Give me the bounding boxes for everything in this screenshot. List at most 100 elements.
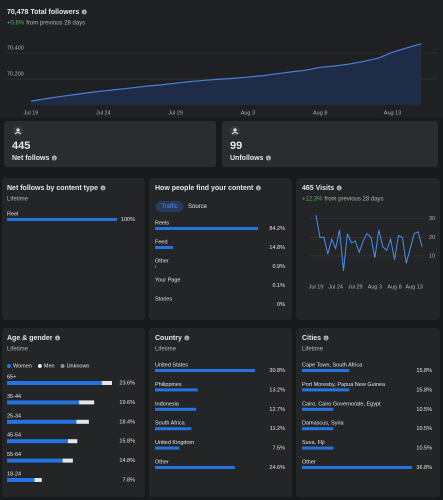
x-tick-label: Aug 8 [313, 110, 327, 116]
tab-active [155, 201, 184, 212]
category-label: Reels [155, 220, 169, 226]
category-label: Other [155, 258, 169, 264]
value-label: 0.1% [272, 283, 285, 289]
card [296, 178, 440, 320]
value-label: 19.6% [119, 400, 135, 406]
net-follows-card [4, 121, 216, 167]
legend-dot [37, 364, 42, 368]
value-label: 10.5% [416, 407, 432, 413]
value-label: 7.5% [272, 446, 285, 452]
category-label: United States [155, 362, 188, 368]
category-label: 35-44 [7, 394, 21, 400]
bar [7, 218, 117, 221]
tab[interactable]: Traffic [161, 204, 177, 210]
bar [302, 388, 350, 392]
card [2, 328, 145, 497]
y-tick-label: 70,200 [7, 71, 24, 77]
value-label: 12.7% [269, 407, 285, 413]
bar [155, 369, 255, 372]
category-label: 25-34 [7, 413, 21, 419]
value-label: 15.8% [119, 439, 135, 445]
value-label: 15.8% [416, 387, 432, 393]
category-label: Other [155, 459, 169, 465]
value-label: 11.2% [270, 426, 285, 432]
bar [302, 466, 412, 469]
value-label: 10.5% [416, 446, 432, 452]
category-label: 65+ [7, 374, 16, 380]
bar [155, 246, 174, 249]
chart-title: 70,478 Total followers [7, 9, 79, 16]
category-label: United Kingdom [155, 440, 195, 446]
y-tick-label: 20 [429, 235, 435, 241]
subtitle: Lifetime [302, 347, 324, 353]
category-label: Damascus, Syria [302, 421, 345, 427]
value-label: 10.5% [416, 426, 432, 432]
tab[interactable]: Source [188, 204, 208, 210]
bar [302, 369, 350, 372]
category-label: Indonesia [155, 401, 180, 407]
x-tick-label: Aug 13 [384, 110, 401, 116]
category-label: Other [302, 459, 316, 465]
legend-label: Unknown [67, 363, 90, 369]
legend-dot [60, 364, 65, 368]
category-label: Stories [155, 296, 172, 302]
subtitle: from previous 28 days [325, 197, 384, 203]
value-label: 30.8% [269, 368, 285, 374]
category-label: 45-54 [7, 433, 21, 439]
legend-label: Men [44, 363, 55, 369]
line [315, 214, 423, 271]
category-label: South Africa [155, 421, 186, 427]
category-label: Philippines [155, 382, 182, 388]
bar [302, 427, 334, 431]
bar-segment [7, 478, 35, 482]
bar-segment [7, 419, 77, 424]
category-label: Cape Town, South Africa [302, 362, 363, 368]
change: +12.3% [302, 197, 323, 203]
card-title: Country [155, 335, 182, 342]
icon [231, 132, 239, 135]
bar-segment [62, 458, 73, 463]
card [149, 178, 292, 320]
value-label: 14.8% [119, 458, 135, 464]
bar [155, 466, 235, 469]
change: +0.6% [7, 21, 25, 27]
card-title: Age & gender [7, 335, 53, 342]
x-tick-label: Jul 29 [168, 110, 183, 116]
x-tick-label: Aug 3 [368, 284, 382, 290]
bar [155, 407, 197, 411]
legend-label: Women [13, 363, 32, 369]
x-tick-label: Aug 3 [241, 110, 255, 116]
value-label: 13.2% [269, 387, 285, 393]
y-tick-label: 10 [429, 253, 435, 259]
bar [155, 227, 258, 230]
bar-segment [101, 381, 112, 385]
line [30, 43, 422, 102]
category-label: Suva, Fiji [302, 440, 325, 446]
bar-segment [79, 400, 95, 405]
subtitle: Lifetime [7, 197, 29, 203]
category-label: Reel [7, 211, 18, 217]
x-tick-label: Aug 13 [405, 284, 422, 290]
summary-value: 99 [230, 140, 242, 152]
bar-segment [76, 419, 89, 424]
category-label: 18-24 [7, 471, 21, 477]
area [31, 43, 422, 105]
category-label: Port Moresby, Papua New Guinea [302, 382, 386, 388]
category-label: 55-64 [7, 452, 21, 458]
y-tick-label: 30 [429, 216, 435, 222]
category-label: Your Page [155, 277, 181, 283]
value-label: 15.8% [416, 368, 432, 374]
y-tick-label: 70,400 [7, 45, 24, 51]
value-label: 24.6% [269, 465, 285, 471]
category-label: Cairo, Cairo Governorate, Egypt [302, 401, 381, 407]
summary-value: 445 [12, 140, 30, 152]
subtitle: from previous 28 days [26, 21, 85, 27]
summary-label: Net follows [12, 155, 49, 162]
category-label: Feed [155, 239, 168, 245]
x-tick-label: Jul 29 [348, 284, 363, 290]
icon [16, 128, 20, 132]
bar-segment [7, 381, 102, 385]
card-title: Cities [302, 335, 321, 342]
legend-dot [7, 364, 11, 368]
